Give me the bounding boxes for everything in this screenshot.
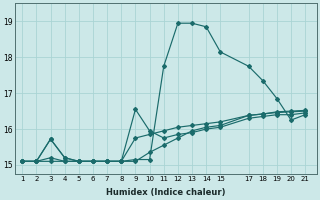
X-axis label: Humidex (Indice chaleur): Humidex (Indice chaleur) — [106, 188, 226, 197]
